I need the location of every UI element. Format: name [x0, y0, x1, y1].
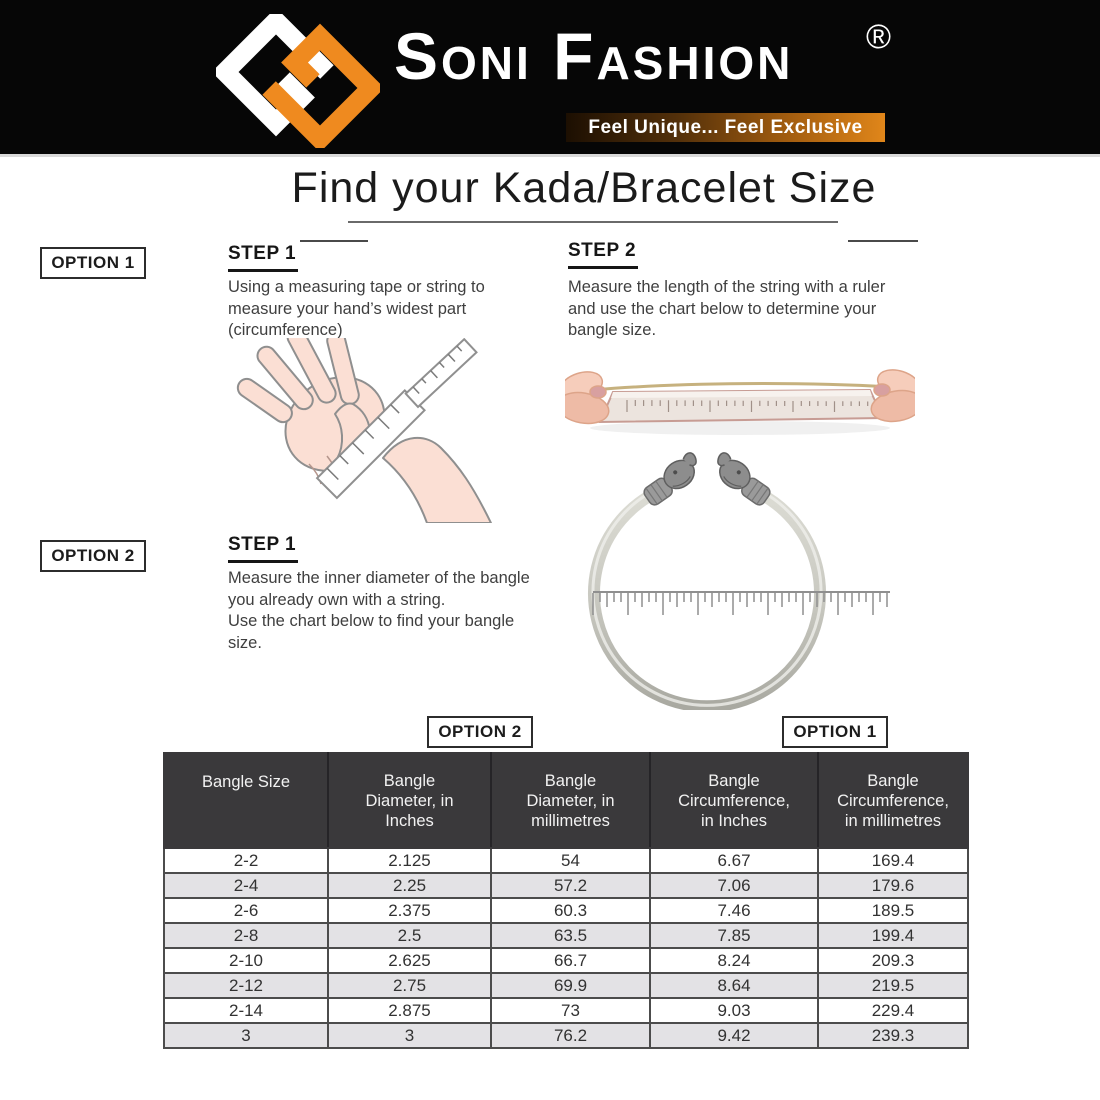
column-header: Bangle Size [163, 752, 329, 849]
table-cell: 2-14 [163, 997, 329, 1024]
table-cell: 199.4 [817, 922, 969, 949]
table-cell: 179.6 [817, 872, 969, 899]
table-cell: 7.46 [649, 897, 819, 924]
bangle-with-ruler-icon [588, 452, 890, 710]
table-cell: 2.625 [327, 947, 492, 974]
table-cell: 2.125 [327, 847, 492, 874]
table-cell: 57.2 [490, 872, 651, 899]
registered-trademark-icon: ® [866, 18, 892, 56]
option1-step2-text: Measure the length of the string with a … [568, 278, 886, 339]
column-header: Bangle Diameter, in millimetres [490, 752, 651, 849]
table-cell: 2.375 [327, 897, 492, 924]
table-cell: 2-2 [163, 847, 329, 874]
column-header: Bangle Diameter, in Inches [327, 752, 492, 849]
decorative-line-right [848, 240, 918, 242]
table-cell: 2.75 [327, 972, 492, 999]
option1-step2-heading: STEP 2 [568, 240, 639, 269]
column-header: Bangle Circumference, in millimetres [817, 752, 969, 849]
brand-tagline: Feel Unique... Feel Exclusive [566, 113, 885, 142]
table-row: 2-4 2.25 57.2 7.06 179.6 [163, 872, 969, 899]
option-2-badge: OPTION 2 [40, 540, 146, 572]
table-cell: 8.64 [649, 972, 819, 999]
table-option-1-badge: OPTION 1 [782, 716, 888, 748]
table-cell: 189.5 [817, 897, 969, 924]
column-header: Bangle Circumference, in Inches [649, 752, 819, 849]
option2-step1-heading: STEP 1 [228, 534, 299, 563]
table-cell: 8.24 [649, 947, 819, 974]
page-title: Find your Kada/Bracelet Size [291, 164, 877, 212]
table-row: 3 3 76.2 9.42 239.3 [163, 1022, 969, 1049]
option-1-badge: OPTION 1 [40, 247, 146, 279]
table-body: 2-2 2.125 54 6.67 169.4 2-4 2.25 57.2 7.06 179.6 2… [163, 847, 969, 1049]
table-row: 2-6 2.375 60.3 7.46 189.5 [163, 897, 969, 924]
table-cell: 76.2 [490, 1022, 651, 1049]
string-over-ruler-icon [565, 369, 915, 435]
table-cell: 7.85 [649, 922, 819, 949]
table-cell: 9.42 [649, 1022, 819, 1049]
table-row: 2-14 2.875 73 9.03 229.4 [163, 997, 969, 1024]
table-cell: 60.3 [490, 897, 651, 924]
table-cell: 2-12 [163, 972, 329, 999]
table-row: 2-2 2.125 54 6.67 169.4 [163, 847, 969, 874]
table-cell: 209.3 [817, 947, 969, 974]
table-cell: 66.7 [490, 947, 651, 974]
table-cell: 239.3 [817, 1022, 969, 1049]
table-header: Bangle Size Bangle Diameter, in Inches Ban… [163, 752, 969, 849]
table-cell: 73 [490, 997, 651, 1024]
table-cell: 169.4 [817, 847, 969, 874]
table-cell: 2-4 [163, 872, 329, 899]
option1-step1-heading: STEP 1 [228, 243, 299, 272]
brand-name: Soni Fashion [394, 19, 794, 93]
size-chart-table: Bangle Size Bangle Diameter, in Inches Ban… [163, 752, 969, 1049]
table-row: 2-12 2.75 69.9 8.64 219.5 [163, 972, 969, 999]
soni-fashion-logo-icon [216, 14, 380, 148]
table-cell: 6.67 [649, 847, 819, 874]
hand-measuring-tape-icon [236, 338, 492, 523]
table-row: 2-8 2.5 63.5 7.85 199.4 [163, 922, 969, 949]
table-cell: 2.25 [327, 872, 492, 899]
table-option-2-badge: OPTION 2 [427, 716, 533, 748]
decorative-line-left [300, 240, 368, 242]
table-cell: 69.9 [490, 972, 651, 999]
table-row: 2-10 2.625 66.7 8.24 209.3 [163, 947, 969, 974]
table-cell: 3 [327, 1022, 492, 1049]
table-cell: 2-8 [163, 922, 329, 949]
title-underline [348, 221, 838, 223]
brand-banner: Soni Fashion ® Feel Unique... Feel Exclu… [0, 0, 1100, 157]
table-cell: 229.4 [817, 997, 969, 1024]
option1-step1-text: Using a measuring tape or string to meas… [228, 278, 485, 339]
table-cell: 63.5 [490, 922, 651, 949]
table-cell: 54 [490, 847, 651, 874]
table-cell: 2-6 [163, 897, 329, 924]
table-cell: 3 [163, 1022, 329, 1049]
table-cell: 9.03 [649, 997, 819, 1024]
option2-step1-text: Measure the inner diameter of the bangle… [228, 569, 530, 652]
table-cell: 2.875 [327, 997, 492, 1024]
table-cell: 7.06 [649, 872, 819, 899]
table-cell: 219.5 [817, 972, 969, 999]
table-cell: 2.5 [327, 922, 492, 949]
table-cell: 2-10 [163, 947, 329, 974]
